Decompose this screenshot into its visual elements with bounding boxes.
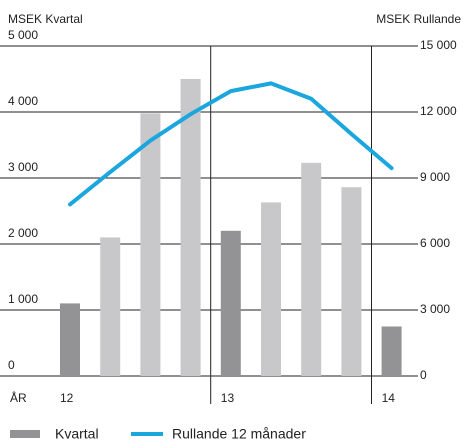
x-tick-label: 12 xyxy=(60,391,74,405)
bar xyxy=(100,237,121,376)
x-axis-label: ÅR xyxy=(10,390,27,405)
y2-axis-label: MSEK Rullande xyxy=(376,12,461,26)
y-tick-label: 0 xyxy=(8,358,15,372)
y2-tick-label: 15 000 xyxy=(420,38,457,52)
bar xyxy=(180,79,201,376)
bar xyxy=(301,162,322,376)
legend-label: Kvartal xyxy=(55,426,99,442)
y-tick-label: 3 000 xyxy=(8,160,38,174)
y-tick-label: 2 000 xyxy=(8,226,38,240)
bar xyxy=(341,187,362,376)
bar xyxy=(140,113,161,376)
y2-tick-label: 6 000 xyxy=(420,236,450,250)
line xyxy=(68,81,394,207)
y2-tick-label: 0 xyxy=(420,368,427,382)
y2-tick-label: 9 000 xyxy=(420,170,450,184)
bar xyxy=(220,230,241,376)
y-tick-label: 4 000 xyxy=(8,94,38,108)
x-tick-label: 14 xyxy=(382,391,396,405)
bar xyxy=(60,303,80,376)
y2-tick-label: 12 000 xyxy=(420,104,457,118)
y-tick-label: 5 000 xyxy=(8,28,38,42)
bar xyxy=(381,326,402,376)
y2-tick-label: 3 000 xyxy=(420,302,450,316)
legend-swatch xyxy=(10,430,40,438)
legend-label: Rullande 12 månader xyxy=(172,426,306,442)
bar xyxy=(261,202,281,376)
y-axis-label: MSEK Kvartal xyxy=(8,12,83,26)
y-tick-label: 1 000 xyxy=(8,292,38,306)
x-tick-label: 13 xyxy=(221,391,235,405)
